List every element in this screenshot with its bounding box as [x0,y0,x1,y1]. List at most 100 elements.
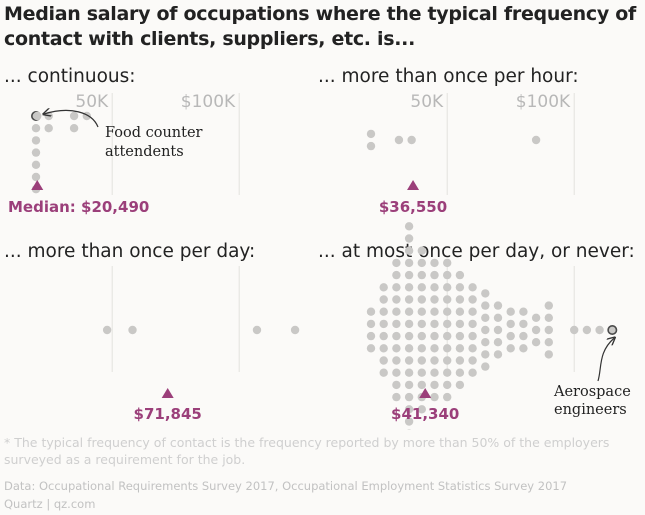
data-point [417,295,426,304]
data-point [531,313,541,322]
data-point [468,307,477,316]
data-point [468,319,477,329]
annotation-label: attendents [105,144,184,160]
panel-title: ... more than once per day: [4,241,255,262]
data-point [379,368,388,377]
data-point [404,344,414,353]
chart-panel-1: 50K $100K ... continuous: Median: $20,490 Fo… [4,66,240,216]
data-point [443,258,452,268]
data-point [443,392,452,402]
data-point [407,429,412,430]
annotation-label: Food counter [105,125,203,141]
data-point [481,362,490,371]
data-point [366,319,376,329]
data-point [582,325,592,335]
data-point [443,283,452,292]
data-point [392,380,401,390]
chart-title: Median salary of occupations where the t… [4,3,636,50]
data-point [379,295,388,304]
data-point [379,307,388,316]
data-point [417,246,426,255]
data-point [366,344,376,353]
data-point [481,338,490,347]
data-point [404,331,414,341]
data-point [481,289,490,298]
panel-title: ... continuous: [4,66,136,87]
tick-label: 50K [410,92,444,112]
data-point [31,148,41,157]
data-point [493,350,503,359]
data-point [455,331,465,341]
data-point [366,307,376,316]
median-label: $71,845 [134,405,202,423]
data-point [394,135,404,145]
data-point [455,356,465,365]
data-point [392,258,401,268]
data-point [404,392,414,402]
data-point [519,344,528,353]
data-point [531,338,541,347]
panel-title: ... at most once per day, or never: [318,241,635,262]
data-point [392,368,401,377]
data-point [417,405,426,414]
median-label: $36,550 [379,198,447,216]
data-point [443,319,452,329]
data-point [481,301,490,310]
data-point [443,307,452,316]
data-point [531,325,541,335]
credit-note: Quartz | qz.com [4,497,96,511]
tick-label: $100K [516,92,571,112]
data-point [417,368,426,377]
data-point [506,331,515,341]
annotation-arrow [44,110,99,128]
data-point [506,344,515,353]
panel-title: ... more than once per hour: [318,66,579,87]
data-point [443,295,452,304]
data-point [430,344,439,353]
data-point [519,307,528,316]
data-point [404,222,414,231]
data-point [417,258,426,268]
data-point [468,368,477,377]
data-point [417,319,426,329]
data-point [392,331,401,341]
data-point [455,380,465,390]
data-point [407,135,416,145]
data-point [481,350,490,359]
data-point [430,356,439,365]
data-point [544,301,553,310]
data-point [455,344,465,353]
data-point [404,246,414,255]
data-point [69,124,79,133]
data-point [455,295,465,304]
data-point [417,307,426,316]
median-label: $41,340 [391,405,459,423]
data-point [493,338,503,347]
data-point [443,331,452,341]
data-point [128,325,137,335]
data-point [33,111,42,121]
data-point [417,380,426,390]
data-point [443,270,452,280]
data-point [392,270,401,280]
data-point [379,344,388,353]
median-marker [407,180,420,190]
data-point [443,368,452,377]
data-point [392,319,401,329]
data-point [379,283,388,292]
data-point [430,270,439,280]
data-point [404,258,414,268]
data-point [493,313,503,322]
data-point [31,172,41,182]
data-point [519,319,528,329]
data-point [468,295,477,304]
data-point [455,368,465,377]
data-point [506,319,515,329]
data-point [417,283,426,292]
data-point [252,325,262,335]
footnote: * The typical frequency of contact is th… [4,435,610,467]
data-point [544,338,553,347]
data-point [468,356,477,365]
median-label: Median: $20,490 [8,198,149,216]
median-marker [419,388,432,398]
